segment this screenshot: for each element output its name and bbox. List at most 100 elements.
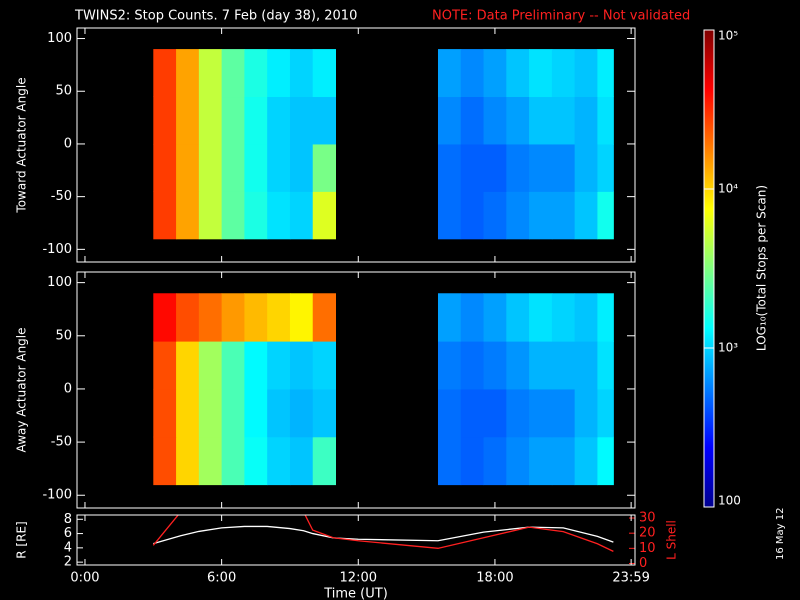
heatmap-cell xyxy=(221,293,245,342)
series-line xyxy=(152,515,614,552)
heatmap-cell xyxy=(551,436,576,486)
heatmap-cell xyxy=(574,293,598,342)
heatmap-cell xyxy=(574,388,598,438)
heatmap-cell xyxy=(551,293,576,342)
y-tick-label: -100 xyxy=(42,488,72,503)
heatmap-cell xyxy=(597,49,614,98)
heatmap-cell xyxy=(483,191,507,240)
heatmap-cell xyxy=(437,191,462,240)
heatmap-cell xyxy=(597,388,614,438)
x-tick-label: 12:00 xyxy=(340,571,377,586)
heatmap-cell xyxy=(244,388,268,438)
heatmap-cell xyxy=(574,191,598,240)
heatmap-cell xyxy=(289,293,314,342)
heatmap-cell xyxy=(153,388,177,438)
series-line xyxy=(153,525,614,545)
heatmap-cell xyxy=(460,96,485,145)
y-tick-label: 2 xyxy=(64,555,72,570)
heatmap-cell xyxy=(529,293,553,342)
heatmap-cell xyxy=(153,436,177,486)
x-axis-label: Time (UT) xyxy=(323,587,388,600)
heatmap-cell xyxy=(244,436,268,486)
heatmap-cell xyxy=(267,143,291,192)
y-tick-label: 50 xyxy=(55,84,72,99)
heatmap-cell xyxy=(483,293,507,342)
heatmap-cell xyxy=(460,191,485,240)
heatmap-cell xyxy=(267,49,291,98)
heatmap-cell xyxy=(551,388,576,438)
heatmap-cell xyxy=(529,191,553,240)
heatmap-cell xyxy=(437,96,462,145)
heatmap-cell xyxy=(437,293,462,342)
heatmap-cell xyxy=(437,388,462,438)
y-axis-label: Away Actuator Angle xyxy=(15,327,29,452)
x-tick-label: 18:00 xyxy=(476,571,513,586)
heatmap-cell xyxy=(221,96,245,145)
heatmap-cell xyxy=(176,96,200,145)
heatmap-cell xyxy=(198,49,223,98)
heatmap-cell xyxy=(153,341,177,390)
colorbar xyxy=(703,29,715,508)
heatmap-cell xyxy=(153,293,177,342)
heatmap-cell xyxy=(506,293,530,342)
y-tick-label: -50 xyxy=(51,189,72,204)
y-tick-label: -100 xyxy=(42,242,72,257)
heatmap-cell xyxy=(244,143,268,192)
heatmap-cell xyxy=(221,341,245,390)
heatmap-cell xyxy=(551,191,576,240)
heatmap-cell xyxy=(506,49,530,98)
heatmap-cell xyxy=(460,341,485,390)
colorbar-label: LOG₁₀(Total Stops per Scan) xyxy=(755,185,769,351)
line-layer xyxy=(152,515,614,552)
heatmap-cell xyxy=(153,49,177,98)
heatmap-cell xyxy=(198,143,223,192)
colorbar-tick-label: 100 xyxy=(718,494,741,508)
colorbar-tick-label: 10⁴ xyxy=(718,182,738,196)
heatmap-cell xyxy=(267,191,291,240)
y-tick-label: 0 xyxy=(64,136,72,151)
heatmap-cell xyxy=(551,143,576,192)
heatmap-cell xyxy=(506,436,530,486)
heatmap-cell xyxy=(597,436,614,486)
heatmap-cell xyxy=(551,341,576,390)
heatmap-cell xyxy=(198,191,223,240)
y-tick-label: 50 xyxy=(55,328,72,343)
heatmap-cell xyxy=(153,96,177,145)
heatmap-cell xyxy=(289,388,314,438)
heatmap-cell xyxy=(437,143,462,192)
heatmap-cell xyxy=(153,143,177,192)
x-tick-label: 23:59 xyxy=(612,571,649,586)
heatmap-cell xyxy=(574,143,598,192)
x-tick-label: 0:00 xyxy=(70,571,99,586)
colorbar-tick-label: 10³ xyxy=(718,341,738,355)
heatmap-cell xyxy=(506,191,530,240)
heatmap-cell xyxy=(506,388,530,438)
y-axis-label: Toward Actuator Angle xyxy=(15,77,29,213)
heatmap-cell xyxy=(244,96,268,145)
y-tick-label: 100 xyxy=(47,31,72,46)
heatmap-cell xyxy=(312,293,337,342)
plot-frame xyxy=(76,514,636,566)
heatmap-cell xyxy=(289,96,314,145)
heatmap-cell xyxy=(221,143,245,192)
heatmap-cell xyxy=(312,436,337,486)
heatmap-cell xyxy=(312,191,337,240)
y-axis-label: R [RE] xyxy=(15,521,29,558)
heatmap-cell xyxy=(597,143,614,192)
heatmap-cell xyxy=(176,341,200,390)
y-tick-label: 100 xyxy=(47,275,72,290)
heatmap-cell xyxy=(221,49,245,98)
heatmap-cell xyxy=(267,293,291,342)
heatmap-cell xyxy=(312,388,337,438)
heatmap-cell xyxy=(289,436,314,486)
heatmap-cell xyxy=(153,191,177,240)
heatmap-cell xyxy=(312,49,337,98)
heatmap-cell xyxy=(483,96,507,145)
date-stamp: 16 May 12 xyxy=(775,508,786,560)
heatmap-cell xyxy=(198,388,223,438)
heatmap-cell xyxy=(267,341,291,390)
heatmap-cell xyxy=(597,96,614,145)
heatmap-cell xyxy=(289,341,314,390)
y2-tick-label: 20 xyxy=(639,526,656,541)
